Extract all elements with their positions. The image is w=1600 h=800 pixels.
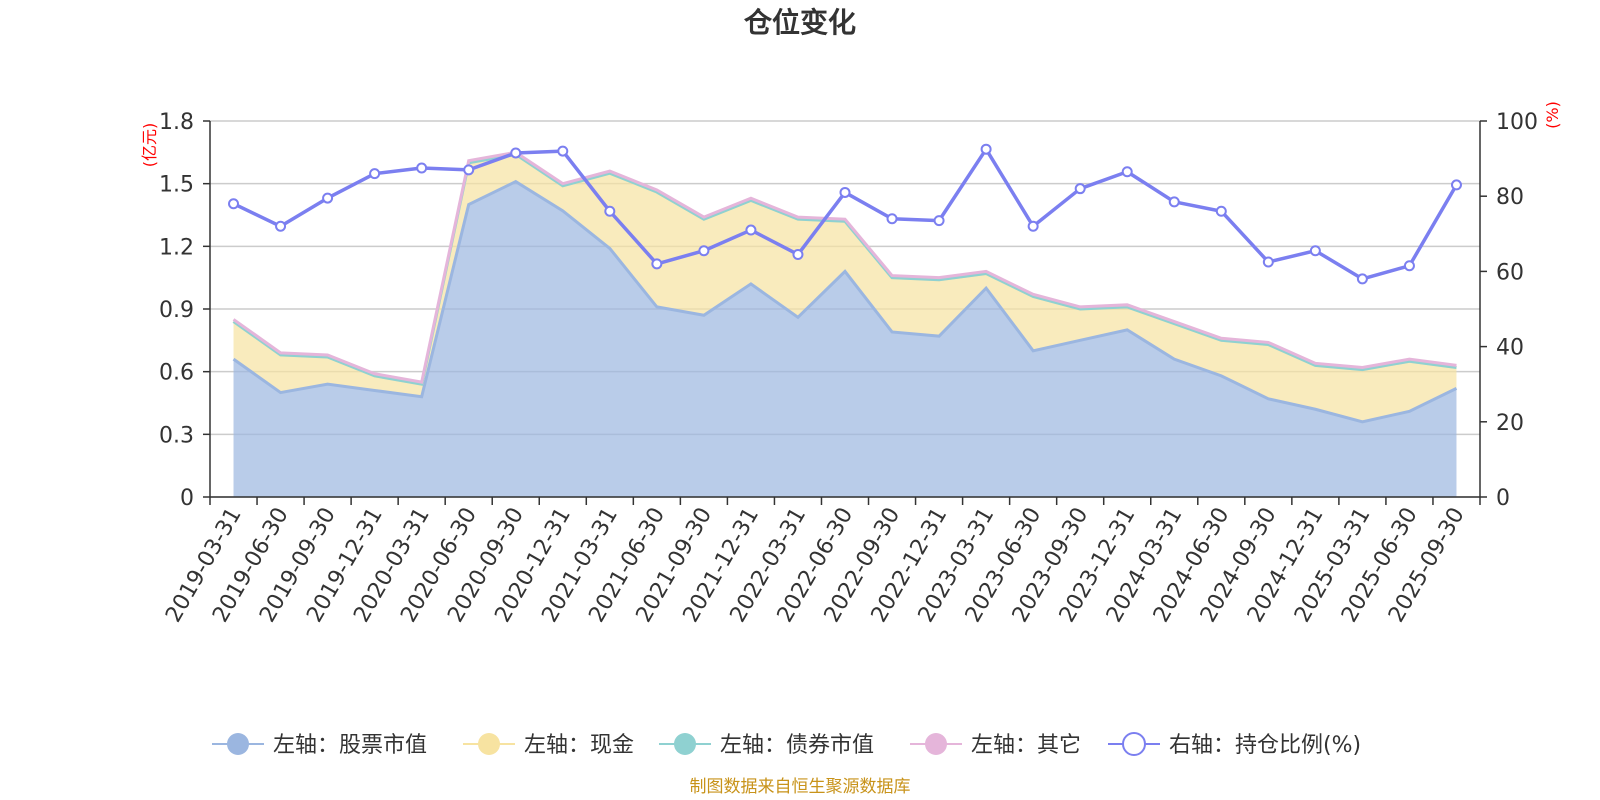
- legend-label: 左轴：债券市值: [720, 733, 874, 758]
- holding-ratio-point: [228, 198, 240, 210]
- holding-ratio-point: [933, 215, 945, 227]
- left-tick-label: 0.6: [159, 361, 194, 386]
- left-tick-label: 0.9: [159, 298, 194, 323]
- area-1: [233, 154, 1457, 422]
- holding-ratio-point: [1168, 196, 1180, 208]
- data-source-note: 制图数据来自恒生聚源数据库: [690, 777, 911, 797]
- holding-ratio-point: [745, 224, 757, 236]
- legend-label: 左轴：其它: [971, 733, 1081, 758]
- right-axis-unit: (%): [1543, 101, 1562, 129]
- legend-label: 左轴：股票市值: [273, 733, 427, 758]
- right-tick-label: 40: [1496, 336, 1524, 361]
- right-tick-label: 60: [1496, 260, 1524, 285]
- legend-item-2: 左轴：债券市值: [659, 733, 874, 758]
- legend-item-1: 左轴：现金: [463, 733, 634, 758]
- holding-ratio-point: [1356, 273, 1368, 285]
- legend-swatch-marker: [227, 733, 249, 755]
- holding-ratio-point: [1027, 220, 1039, 232]
- left-tick-label: 1.2: [159, 235, 194, 260]
- right-tick-label: 80: [1496, 185, 1524, 210]
- right-tick-label: 100: [1496, 110, 1538, 135]
- holding-ratio-point: [1121, 166, 1133, 178]
- holding-ratio-point: [510, 147, 522, 159]
- right-tick-label: 0: [1496, 486, 1510, 511]
- holding-ratio-line: [228, 143, 1462, 285]
- holding-ratio-point: [698, 245, 710, 257]
- chart-title: 仓位变化: [744, 6, 856, 39]
- stacked-areas: [232, 150, 1458, 498]
- holding-ratio-point: [1074, 183, 1086, 195]
- legend-swatch-marker: [1122, 732, 1146, 756]
- holding-ratio-point: [886, 213, 898, 225]
- left-tick-label: 0: [180, 486, 194, 511]
- holding-ratio-point: [557, 145, 569, 157]
- legend-label: 右轴：持仓比例(%): [1169, 733, 1361, 758]
- holding-ratio-point: [1215, 205, 1227, 217]
- holding-ratio-point: [1403, 260, 1415, 272]
- legend-label: 左轴：现金: [524, 733, 634, 758]
- holding-ratio-point: [980, 143, 992, 155]
- area-0: [233, 181, 1457, 498]
- legend-item-4: 右轴：持仓比例(%): [1108, 732, 1361, 758]
- holding-ratio-point: [1450, 179, 1462, 191]
- legend: 左轴：股票市值 左轴：现金 左轴：债券市值 左轴：其它 右轴：持仓比例(%): [212, 732, 1361, 758]
- holding-ratio-point: [1262, 256, 1274, 268]
- holding-ratio-point: [604, 205, 616, 217]
- holding-ratio-point: [275, 220, 287, 232]
- right-tick-label: 20: [1496, 411, 1524, 436]
- legend-swatch-marker: [478, 733, 500, 755]
- holding-ratio-point: [1309, 245, 1321, 257]
- holding-ratio-point: [463, 164, 475, 176]
- legend-item-0: 左轴：股票市值: [212, 733, 427, 758]
- area-top-line-0: [232, 179, 1458, 424]
- left-tick-label: 0.3: [159, 423, 194, 448]
- left-tick-label: 1.5: [159, 173, 194, 198]
- legend-swatch-marker: [674, 733, 696, 755]
- holding-ratio-point: [416, 162, 428, 174]
- holding-ratio-point: [839, 186, 851, 198]
- holding-ratio-point: [369, 168, 381, 180]
- holding-ratio-point: [322, 192, 334, 204]
- legend-item-3: 左轴：其它: [910, 733, 1081, 758]
- left-axis-unit: (亿元): [140, 123, 159, 168]
- area-top-line-3: [232, 150, 1457, 384]
- holding-ratio-point: [651, 258, 663, 270]
- holding-ratio-point: [792, 248, 804, 260]
- legend-swatch-marker: [925, 733, 947, 755]
- left-tick-label: 1.8: [159, 110, 194, 135]
